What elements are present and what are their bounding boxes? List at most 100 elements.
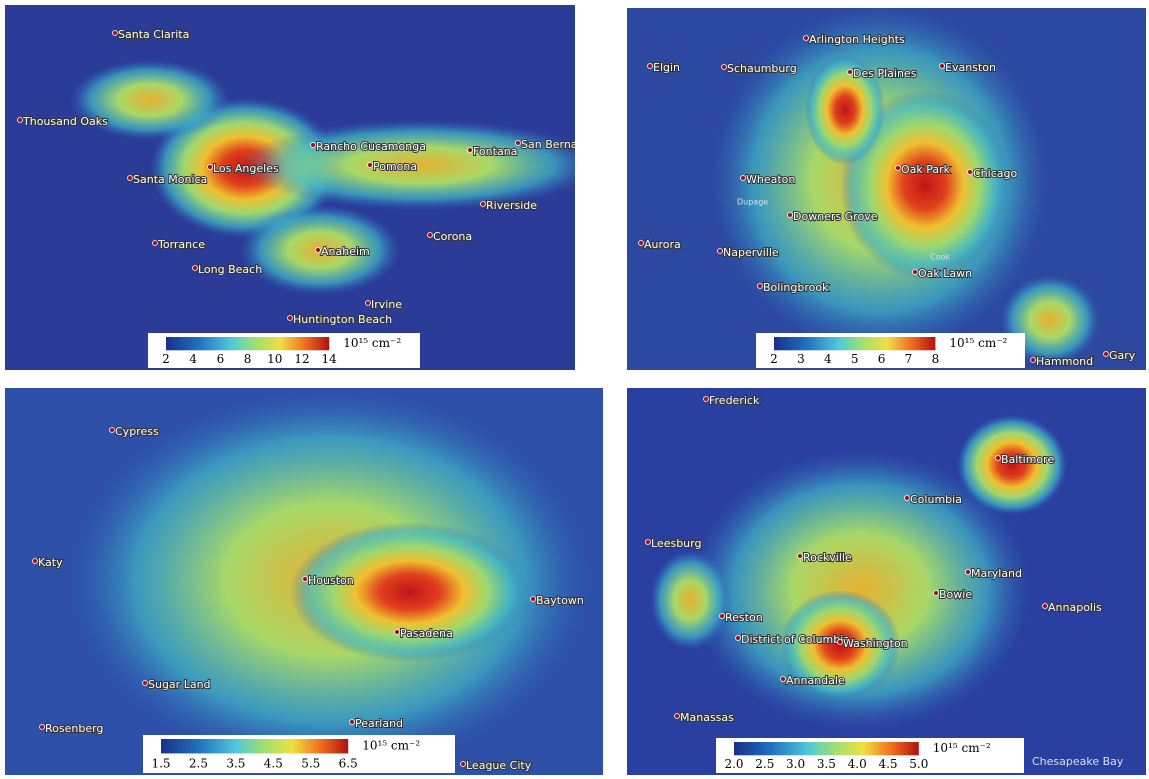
place-marker — [40, 725, 45, 730]
place-marker — [646, 540, 651, 545]
colorbar-tick: 2.5 — [755, 757, 774, 771]
map-panel: CypressKatyHoustonBaytownPasadenaSugar L… — [5, 388, 603, 775]
place-marker — [788, 213, 793, 218]
colorbar-tick: 8 — [932, 352, 940, 366]
colorbar-tick: 14 — [322, 352, 338, 366]
place-label: District of Columbia — [741, 633, 850, 646]
place-marker — [366, 301, 371, 306]
place-marker — [704, 397, 709, 402]
place-marker — [481, 202, 486, 207]
place-marker — [675, 714, 680, 719]
colorbar — [734, 742, 919, 755]
colorbar-tick: 4.0 — [848, 757, 867, 771]
place-label: Arlington Heights — [809, 33, 905, 46]
colorbar-tick: 4.5 — [878, 757, 897, 771]
place-label: Frederick — [709, 394, 760, 407]
place-label: Rancho Cucamonga — [316, 140, 426, 153]
place-marker — [1043, 604, 1048, 609]
colorbar — [774, 337, 935, 350]
place-label: Cypress — [115, 425, 159, 438]
place-label: Houston — [308, 574, 354, 587]
colorbar-unit: 10¹⁵ cm⁻² — [933, 741, 991, 755]
place-label: Chicago — [973, 167, 1017, 180]
place-label: Baltimore — [1001, 453, 1054, 466]
place-marker — [804, 36, 809, 41]
place-marker — [720, 614, 725, 619]
colorbar-tick: 10 — [267, 352, 282, 366]
colorbar-tick: 1.5 — [151, 756, 170, 770]
heat-blob — [290, 522, 530, 662]
place-marker — [33, 559, 38, 564]
place-marker — [461, 762, 466, 767]
place-marker — [996, 456, 1001, 461]
heat-blob — [240, 120, 600, 210]
place-marker — [208, 165, 213, 170]
colorbar — [161, 739, 348, 753]
colorbar-tick: 8 — [244, 352, 252, 366]
colorbar-tick: 3.5 — [817, 757, 836, 771]
place-marker — [648, 64, 653, 69]
place-marker — [966, 570, 971, 575]
colorbar-tick: 6 — [878, 352, 886, 366]
region-label: Dupage — [737, 198, 768, 207]
place-marker — [639, 241, 644, 246]
place-label: Pearland — [355, 717, 403, 730]
map-panel: FrederickBaltimoreColumbiaLeesburgRockvi… — [627, 388, 1146, 775]
place-label: Downers Grove — [793, 210, 878, 223]
place-label: Fontana — [473, 145, 517, 158]
place-label: Elgin — [653, 61, 680, 74]
colorbar-tick: 4.5 — [264, 756, 283, 770]
colorbar-tick: 3 — [797, 352, 805, 366]
place-label: Baytown — [536, 594, 584, 607]
place-label: Riverside — [486, 199, 537, 212]
place-label: Anaheim — [321, 245, 370, 258]
place-marker — [838, 640, 843, 645]
colorbar-tick: 2 — [162, 352, 170, 366]
place-marker — [18, 118, 23, 123]
colorbar-tick: 4 — [189, 352, 197, 366]
place-marker — [311, 143, 316, 148]
place-marker — [736, 636, 741, 641]
place-label: Rockville — [803, 551, 852, 564]
map-figure: Santa ClaritaThousand OaksLos AngelesSan… — [0, 0, 1149, 779]
place-label: Thousand Oaks — [22, 115, 108, 128]
place-label: Reston — [725, 611, 763, 624]
place-label: Pomona — [373, 160, 417, 173]
place-label: Maryland — [971, 567, 1022, 580]
colorbar-tick: 5.0 — [909, 757, 928, 771]
colorbar-tick: 3.5 — [226, 756, 245, 770]
place-marker — [303, 577, 308, 582]
place-marker — [143, 681, 148, 686]
colorbar-tick: 5.5 — [301, 756, 320, 770]
colorbar-tick: 2.5 — [189, 756, 208, 770]
place-label: Hammond — [1036, 355, 1093, 368]
place-label: Santa Clarita — [118, 28, 189, 41]
place-marker — [781, 677, 786, 682]
place-label: Santa Monica — [133, 173, 207, 186]
place-marker — [1104, 352, 1109, 357]
place-label: Irvine — [371, 298, 402, 311]
place-label: Columbia — [910, 493, 962, 506]
place-label: Pasadena — [400, 627, 453, 640]
place-marker — [741, 176, 746, 181]
place-marker — [516, 141, 521, 146]
place-marker — [128, 176, 133, 181]
place-label: Torrance — [157, 238, 205, 251]
place-marker — [316, 248, 321, 253]
place-label: Annandale — [786, 674, 845, 687]
place-marker — [913, 270, 918, 275]
place-label: Huntington Beach — [293, 313, 392, 326]
place-marker — [968, 170, 973, 175]
place-marker — [428, 233, 433, 238]
place-label: Bolingbrook — [763, 281, 829, 294]
place-label: San Bernardino — [521, 138, 606, 151]
place-marker — [368, 163, 373, 168]
place-marker — [153, 241, 158, 246]
colorbar-tick: 12 — [294, 352, 309, 366]
place-label: Katy — [38, 556, 63, 569]
map-panel: Arlington HeightsElginSchaumburgDes Plai… — [627, 5, 1146, 370]
region-label: Chesapeake Bay — [1032, 755, 1124, 768]
place-label: Rosenberg — [45, 722, 103, 735]
colorbar-tick: 3.0 — [786, 757, 805, 771]
